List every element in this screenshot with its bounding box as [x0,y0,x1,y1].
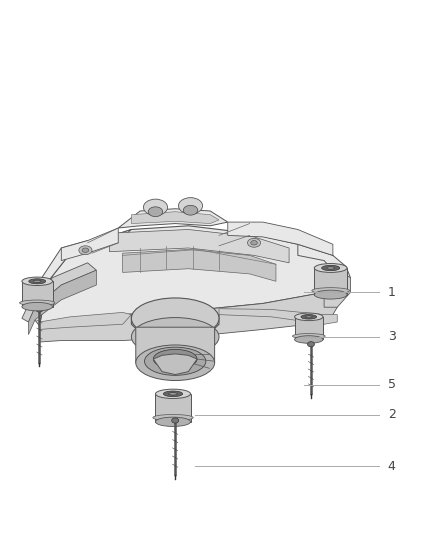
Polygon shape [110,230,289,263]
Polygon shape [118,209,228,228]
Ellipse shape [247,238,261,247]
Ellipse shape [33,280,41,282]
Polygon shape [39,293,337,342]
Text: 2: 2 [388,408,396,421]
Polygon shape [131,212,219,223]
Ellipse shape [327,267,335,269]
Text: 3: 3 [388,330,396,343]
Text: 5: 5 [388,378,396,391]
Ellipse shape [82,248,88,253]
Polygon shape [324,270,350,307]
Ellipse shape [145,347,206,375]
Polygon shape [31,230,131,326]
Ellipse shape [294,313,323,321]
Polygon shape [22,263,96,322]
Ellipse shape [36,307,43,312]
Polygon shape [39,312,131,329]
Ellipse shape [183,205,198,215]
Polygon shape [28,270,96,335]
Ellipse shape [294,336,323,343]
Polygon shape [22,281,53,306]
Ellipse shape [307,342,314,347]
Ellipse shape [143,199,167,215]
Ellipse shape [251,240,257,245]
Ellipse shape [321,265,340,271]
Ellipse shape [29,279,46,284]
Ellipse shape [301,314,317,319]
Ellipse shape [314,263,347,272]
Ellipse shape [163,391,183,397]
Ellipse shape [131,298,219,338]
Polygon shape [153,354,197,375]
Text: 4: 4 [388,460,396,473]
Polygon shape [131,314,219,342]
Polygon shape [39,226,337,329]
Ellipse shape [179,198,202,214]
Ellipse shape [155,389,191,399]
Polygon shape [294,317,323,340]
Ellipse shape [22,277,53,286]
Ellipse shape [312,288,350,294]
Polygon shape [155,394,191,422]
Ellipse shape [22,302,53,311]
Polygon shape [228,222,333,255]
Ellipse shape [153,415,193,421]
Polygon shape [136,327,215,367]
Ellipse shape [79,246,92,255]
Ellipse shape [314,290,347,299]
Polygon shape [123,249,276,281]
Polygon shape [298,244,350,281]
Text: 1: 1 [388,286,396,299]
Ellipse shape [305,316,312,318]
Ellipse shape [293,334,325,338]
Polygon shape [314,268,347,295]
Ellipse shape [131,318,219,356]
Ellipse shape [20,300,55,305]
Polygon shape [219,309,337,324]
Ellipse shape [169,393,177,395]
Polygon shape [61,228,118,261]
Ellipse shape [155,417,191,426]
Ellipse shape [153,350,197,369]
Ellipse shape [136,345,215,381]
Ellipse shape [148,207,162,216]
Ellipse shape [172,418,179,423]
